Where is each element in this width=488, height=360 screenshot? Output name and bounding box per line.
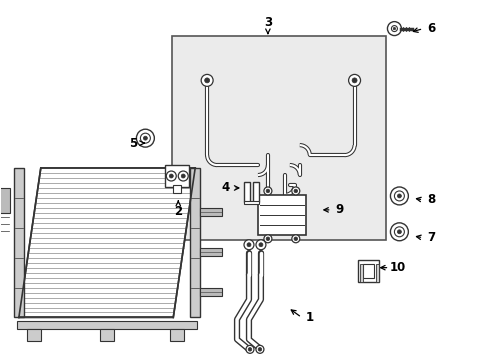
Circle shape [245, 345, 253, 353]
Circle shape [181, 174, 185, 178]
Text: 5: 5 [129, 137, 137, 150]
Text: 7: 7 [427, 231, 434, 244]
Text: 9: 9 [335, 203, 343, 216]
Bar [359, 264, 362, 282]
Bar [258, 195, 305, 235]
Circle shape [255, 345, 264, 353]
Text: 10: 10 [388, 261, 405, 274]
Circle shape [392, 27, 395, 30]
Circle shape [348, 75, 360, 86]
Bar [170, 329, 184, 341]
Circle shape [397, 194, 401, 198]
Bar [27, 329, 41, 341]
Circle shape [178, 171, 188, 181]
Circle shape [204, 78, 209, 83]
Polygon shape [19, 168, 195, 318]
Circle shape [291, 235, 299, 243]
Circle shape [246, 243, 250, 247]
Circle shape [248, 347, 251, 351]
Bar [252, 182, 259, 202]
Circle shape [389, 187, 407, 205]
Circle shape [265, 189, 269, 193]
Circle shape [386, 22, 401, 36]
Bar [244, 182, 249, 202]
Circle shape [394, 191, 404, 201]
Circle shape [166, 171, 176, 181]
Text: 4: 4 [221, 181, 229, 194]
Text: 2: 2 [174, 205, 182, 219]
Bar [200, 288, 222, 296]
Circle shape [201, 75, 213, 86]
Bar [362, 264, 374, 278]
Circle shape [389, 223, 407, 241]
Text: 1: 1 [305, 311, 313, 324]
Bar [172, 36, 386, 240]
Circle shape [264, 235, 271, 243]
Circle shape [259, 243, 263, 247]
Text: 6: 6 [427, 22, 434, 35]
Circle shape [397, 230, 401, 234]
Bar [0, 188, 10, 213]
Bar [357, 260, 379, 282]
Circle shape [264, 187, 271, 195]
Bar [190, 168, 200, 318]
Bar [376, 264, 379, 282]
Circle shape [143, 136, 147, 140]
Circle shape [244, 240, 253, 250]
Circle shape [258, 347, 261, 351]
Bar [14, 168, 24, 318]
Bar [200, 248, 222, 256]
Bar [100, 329, 113, 341]
Text: 8: 8 [427, 193, 434, 206]
Circle shape [293, 237, 297, 240]
Circle shape [136, 129, 154, 147]
Circle shape [140, 133, 150, 143]
Circle shape [351, 78, 356, 83]
Text: 3: 3 [264, 16, 271, 29]
Bar [200, 208, 222, 216]
Circle shape [291, 187, 299, 195]
Circle shape [169, 174, 173, 178]
Bar [244, 201, 259, 204]
Circle shape [293, 189, 297, 193]
Bar [165, 165, 189, 187]
Circle shape [265, 237, 269, 240]
Circle shape [394, 227, 404, 237]
Bar [17, 321, 197, 329]
Bar [173, 185, 181, 193]
Circle shape [390, 26, 397, 32]
Circle shape [255, 240, 265, 250]
